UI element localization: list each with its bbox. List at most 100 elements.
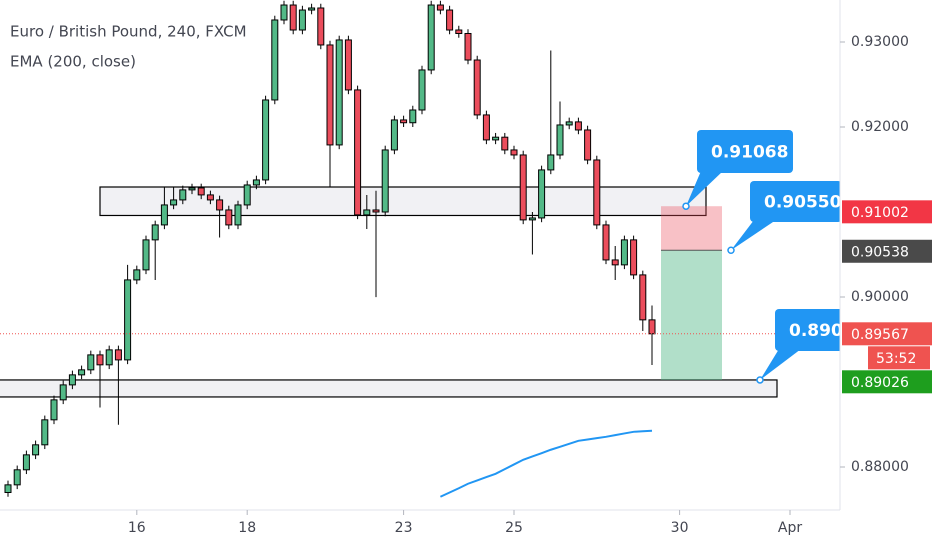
callout-label: 0.91068 [711,143,788,163]
callout-anchor [756,376,764,384]
candle-body [142,239,150,271]
callout-label: 0.8902 [789,321,855,341]
indicator-legend: EMA (200, close) [10,53,136,71]
candle-body [216,199,224,211]
candle-body [289,4,297,31]
candle-body [133,269,141,281]
candle-body [206,194,214,201]
candle-body [381,149,389,213]
candle-body [602,224,610,261]
candle-body [363,209,371,216]
x-tick-label: 18 [238,520,256,536]
candle-body [326,44,334,146]
candle-body [50,399,58,421]
callout-box [697,130,793,173]
candle-body [271,19,279,101]
candle-body [308,7,316,11]
candle-body [584,129,592,161]
candle-body [160,204,168,226]
price-tag [842,322,932,346]
candle-body [464,32,472,61]
candle-body [41,419,49,446]
candle-body [648,319,656,335]
price-tag-label: 0.89026 [851,375,909,391]
candle-body [252,179,260,186]
candle-body [620,239,628,266]
candle-body [501,136,509,151]
price-tag [842,200,932,224]
candle-body [13,469,21,486]
x-tick-label: 25 [505,520,523,536]
candle-body [344,39,352,91]
candle-body [528,217,536,221]
countdown-tag [868,346,930,370]
countdown-label: 53:52 [876,351,916,367]
candle-body [87,354,95,371]
candle-body [492,136,500,141]
candle-body [574,121,582,131]
candle-body [418,69,426,111]
stop-zone [661,206,722,251]
candle-body [639,274,647,321]
candle-body [179,189,187,201]
candle-body [234,204,242,226]
zone [99,186,707,217]
candle-body [22,454,30,471]
zone [0,379,778,398]
candle-body [482,114,490,141]
candle-body [124,279,132,361]
candle-body [593,159,601,226]
candle-body [519,154,527,221]
time-axis-panel [0,510,840,550]
price-tag-label: 0.90538 [851,244,909,260]
candle-body [170,199,178,206]
candle-body [630,239,638,276]
y-tick-label: 0.88000 [851,459,909,475]
chart-title: Euro / British Pound, 240, FXCM [10,23,247,41]
candle-body [188,187,196,191]
callout-label: 0.90550 [764,193,842,213]
candle-body [372,209,380,213]
candle-body [436,4,444,11]
candle-body [243,184,251,206]
candle-body [298,9,306,31]
target-zone [661,250,722,380]
candle-body [538,169,546,219]
callout-pointer [686,171,723,207]
candle-body [4,484,12,493]
x-tick-label: 23 [395,520,413,536]
candle-body [96,354,104,366]
candle-body [409,109,417,124]
price-tag-label: 0.91002 [851,205,909,221]
candle-body [390,119,398,151]
candle-body [105,349,113,366]
price-tag [842,239,932,263]
candle-body [556,124,564,156]
candle-body [68,374,76,386]
x-tick-label: 16 [128,520,146,536]
candle-body [114,349,122,361]
candle-body [197,187,205,196]
ema-line [439,429,653,498]
candle-body [59,384,67,401]
axes: 0.93000 0.92000 0.90000 0.88000 0.91002 0.905… [128,34,932,536]
candle-body [151,224,159,241]
candle-body [510,149,518,156]
candle-body [455,29,463,34]
price-tag-label: 0.89567 [851,327,909,343]
callout-pointer [731,220,776,251]
plot-area: 0.91068 0.90550 0.8902 [0,0,865,498]
candle-body [427,4,435,71]
price-axis-panel [840,0,932,550]
candle-body [547,154,555,171]
candle-body [32,444,40,456]
candle-body [225,209,233,226]
candle-body [354,89,362,216]
candle-body [78,369,86,376]
candle-body [335,39,343,146]
candle-body [262,99,270,181]
callout-anchor [727,246,735,254]
candle-body [280,4,288,21]
callout-box [750,181,842,222]
